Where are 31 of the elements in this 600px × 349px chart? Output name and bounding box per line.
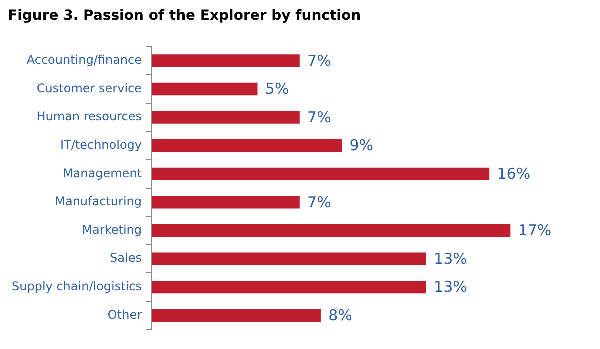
bar — [152, 196, 300, 209]
y-tick-label: IT/technology — [60, 138, 142, 152]
bar — [152, 309, 321, 322]
bar — [152, 252, 426, 266]
data-label: 13% — [434, 278, 468, 296]
bar — [152, 168, 490, 180]
data-label: 17% — [518, 222, 552, 240]
bar — [152, 224, 511, 238]
data-label: 8% — [328, 306, 352, 325]
data-label: 16% — [497, 165, 531, 184]
bar — [152, 54, 300, 68]
bar — [152, 140, 342, 152]
y-tick-label: Human resources — [36, 110, 142, 124]
bar — [152, 111, 300, 124]
data-label: 7% — [308, 193, 332, 212]
y-tick-label: Sales — [110, 251, 142, 266]
chart-title: Figure 3. Passion of the Explorer by function — [8, 8, 362, 24]
y-tick-label: Marketing — [82, 222, 142, 237]
data-label: 7% — [308, 108, 332, 126]
bar — [152, 82, 258, 96]
y-tick-label: Management — [62, 166, 142, 180]
data-label: 7% — [308, 52, 332, 70]
data-label: 5% — [265, 80, 290, 98]
data-label: 13% — [434, 250, 468, 268]
bar — [152, 281, 426, 294]
y-tick-label: Manufacturing — [55, 194, 142, 209]
y-tick-label: Accounting/finance — [26, 53, 142, 68]
y-tick-label: Customer service — [36, 81, 142, 96]
y-tick-label: Other — [108, 308, 142, 322]
data-label: 9% — [350, 136, 374, 155]
y-tick-label: Supply chain/logistics — [12, 279, 142, 294]
